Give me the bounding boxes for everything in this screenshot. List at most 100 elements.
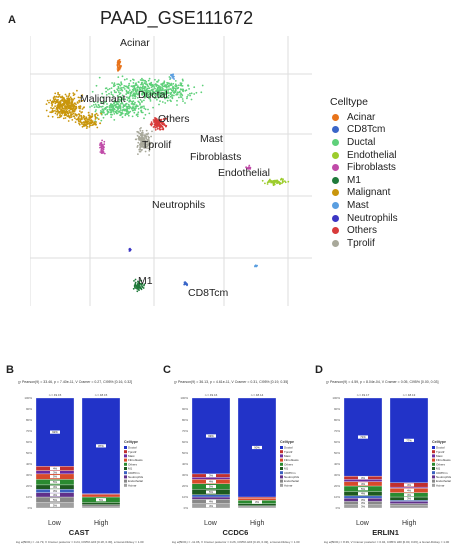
umap-point [167,90,170,92]
value-label: 5% [53,498,58,502]
value-label: 87% [98,444,104,448]
gene-label: ERLIN1 [372,528,399,537]
umap-point [145,90,148,92]
group-n-label: n = 49.17 [357,393,370,397]
umap-point [132,78,134,81]
umap-point [130,90,133,93]
umap-point [119,99,122,101]
umap-point [50,101,53,103]
umap-point [137,287,139,290]
umap-point [129,79,132,82]
umap-point [157,85,160,87]
umap-point [139,146,141,149]
umap-point [126,99,129,101]
umap-point [114,84,116,87]
y-tick-label: 0% [336,506,341,510]
umap-point [78,107,81,110]
umap-point [97,103,100,106]
umap-point [151,85,154,88]
umap-point [117,66,120,69]
umap-point [140,149,143,151]
value-label-box [50,489,60,493]
value-label: 4% [361,482,366,486]
umap-point [60,114,63,117]
bar-legend-label: Fibroblasts [128,458,143,462]
umap-point [136,134,139,137]
umap-point [131,102,134,105]
umap-point [186,95,189,98]
umap-point [61,104,64,107]
umap-point [163,96,166,99]
bar-legend-swatch [280,458,283,462]
umap-points [45,59,290,293]
umap-point [152,126,155,128]
umap-point [116,94,119,97]
panel-letter-c: C [163,364,171,376]
umap-point [58,116,61,119]
value-label-box [358,482,368,486]
umap-point [160,83,163,85]
umap-point [129,93,132,95]
umap-point [167,97,170,99]
umap-point [91,105,93,107]
umap-point [176,91,179,94]
umap-point [54,112,57,115]
value-label-box [96,498,106,502]
umap-point [146,83,149,86]
umap-point [280,178,282,181]
bar-segment-fibroblasts [237,497,277,501]
bar-segment-cd8tcm [191,494,231,498]
umap-point [81,99,84,102]
umap-point [248,164,251,167]
value-label-box [206,434,216,438]
y-tick-label: 40% [26,462,32,466]
umap-point [281,182,283,185]
umap-point [157,123,160,125]
umap-point [270,180,272,183]
umap-point [78,99,81,102]
umap-point [147,79,150,82]
umap-point [72,106,75,109]
umap-point [148,90,151,92]
umap-point [138,135,141,138]
legend-item-cd8tcm: CD8Tcm [330,124,398,137]
umap-point [158,124,161,127]
umap-point [113,113,116,115]
y-tick-label: 0% [28,506,33,510]
umap-point [167,92,170,94]
umap-point [49,111,52,114]
umap-point [137,107,140,110]
cluster-label-endothelial: Endothelial [218,167,270,179]
bar-legend-swatch [124,462,127,466]
bar-legend-swatch [432,475,435,479]
umap-point [141,77,143,80]
umap-point [152,106,154,109]
umap-point [135,138,138,141]
bar-legend-title: Celltype [432,440,446,444]
y-tick-label: 40% [182,462,188,466]
umap-point [173,92,176,94]
umap-point [119,96,122,99]
legend-label: Others [347,225,378,237]
umap-point [54,109,56,112]
umap-point [132,82,135,84]
umap-point [170,89,173,92]
umap-point [128,250,131,252]
umap-point [95,84,98,87]
legend-item-endothelial: Endothelial [330,149,398,162]
umap-point [72,94,75,97]
umap-point [188,88,191,90]
umap-point [134,278,137,281]
value-label: 5% [53,480,58,484]
umap-point [148,149,151,152]
bar-legend-label: Mast [436,454,443,458]
umap-point [137,131,139,133]
umap-point [103,152,106,155]
umap-point [140,111,143,114]
umap-point [98,105,101,108]
value-label-box [206,480,216,484]
value-label: 5% [99,498,104,502]
bar-segment-neutrophils [389,501,429,504]
umap-point [187,84,189,87]
y-tick-label: 80% [182,418,188,422]
